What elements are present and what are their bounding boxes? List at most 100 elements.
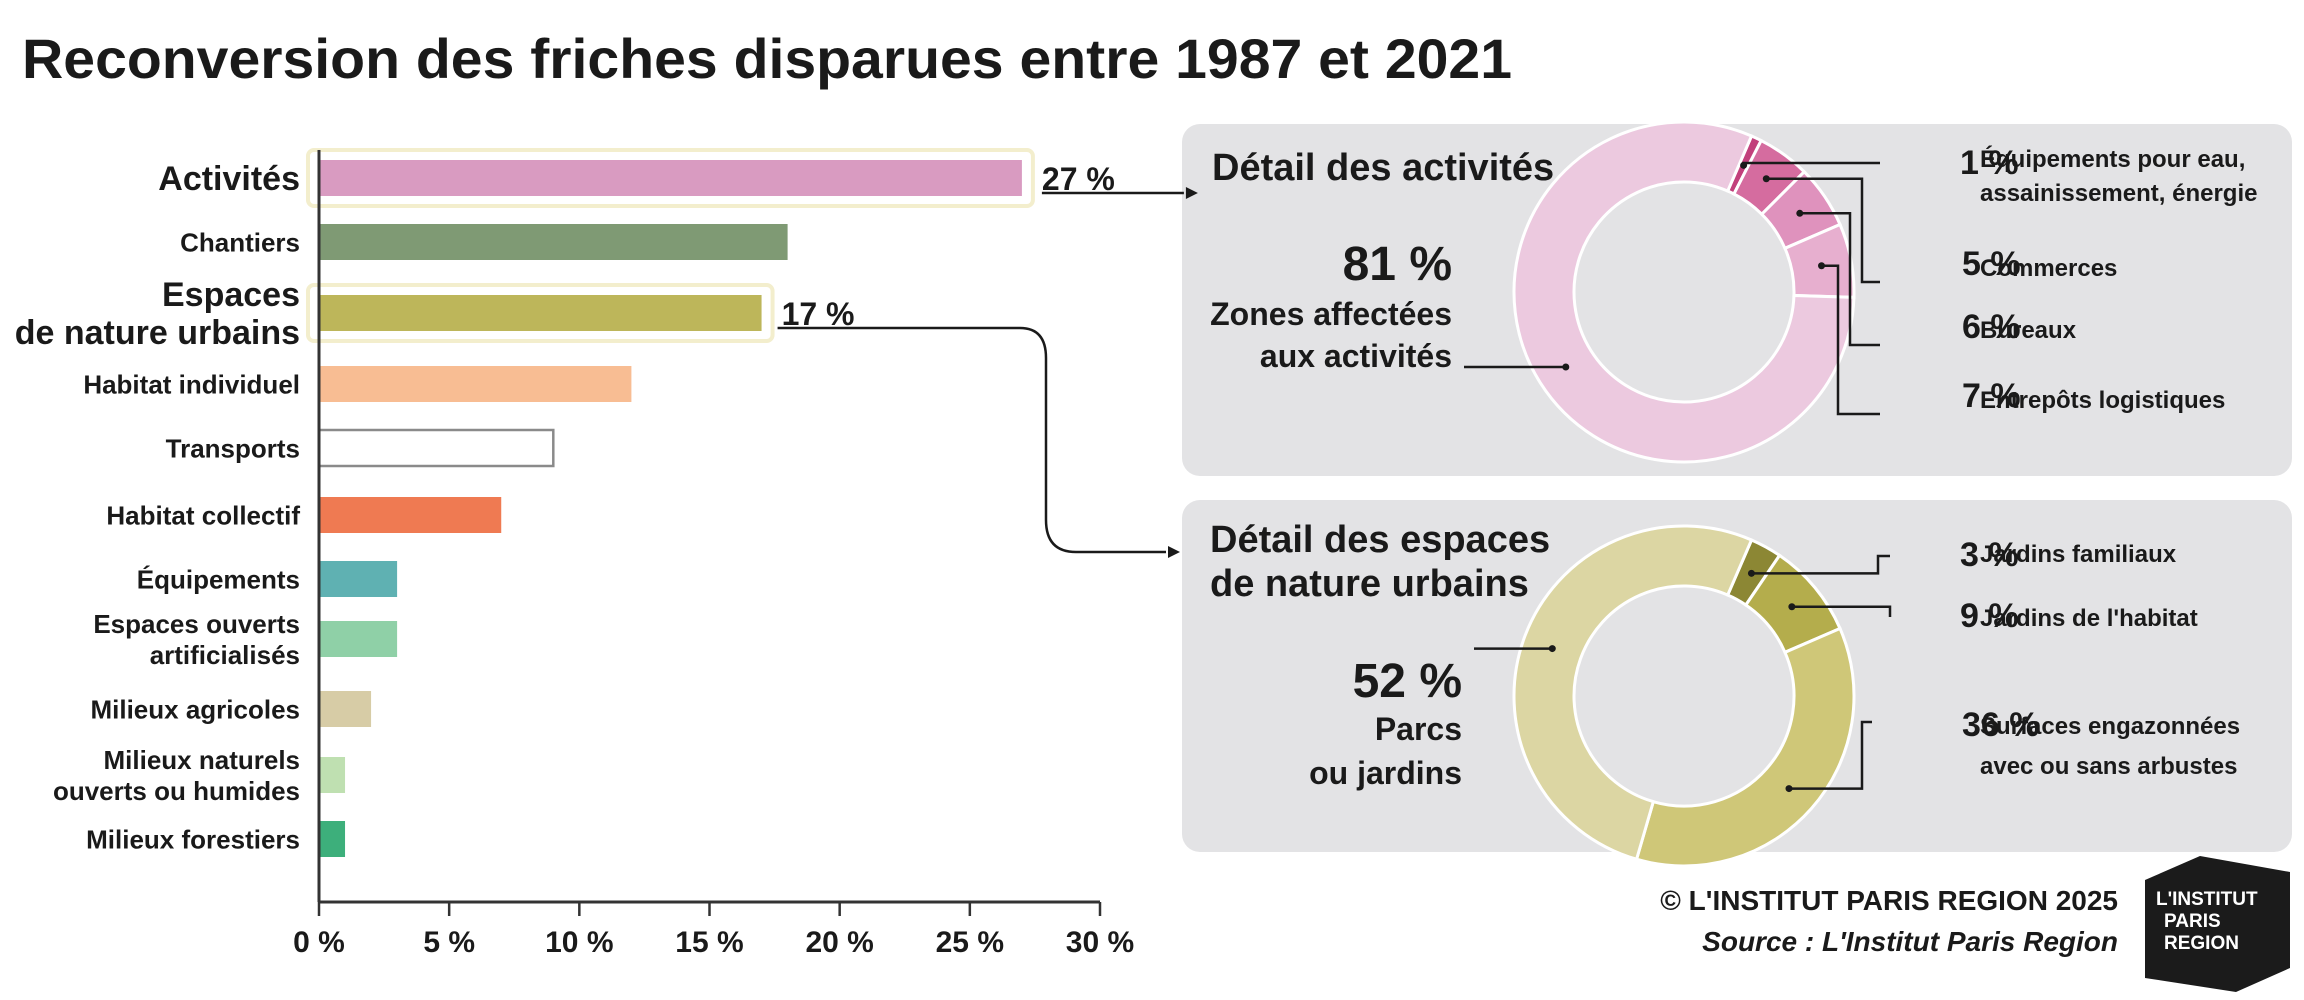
slice-value-jardins-de-l-habitat: 9 % — [1960, 597, 2019, 635]
bar-habitat-collectif — [319, 497, 502, 533]
slice-value-jardins-familiaux: 3 % — [1960, 536, 2019, 574]
category-label-line: Activités — [158, 160, 300, 198]
connector-nature-arrow — [1168, 546, 1180, 558]
slice-label-line: aux activités — [1260, 338, 1452, 374]
bar-milieux-forestiers — [319, 821, 346, 857]
category-label-habitat-individuel: Habitat individuel — [83, 369, 300, 399]
footer: © L'INSTITUT PARIS REGION 2025 Source : … — [1660, 856, 2290, 992]
category-label-line: Milieux forestiers — [86, 824, 300, 854]
copyright-text: © L'INSTITUT PARIS REGION 2025 — [1660, 885, 2118, 916]
slice-label-line: Surfaces engazonnées — [1980, 713, 2240, 740]
bar-espaces-ouverts-artificialises — [319, 621, 398, 657]
bar-espaces-de-nature-urbains — [319, 295, 762, 331]
slice-label-line: Entrepôts logistiques — [1980, 387, 2225, 414]
slice-label-equipements-pour-eau-assainissement-energie: Équipements pour eau, assainissement, éne… — [1980, 145, 2257, 207]
leader-line — [1789, 720, 1872, 790]
leader-line — [1742, 161, 1880, 166]
x-tick-label: 0 % — [293, 926, 345, 959]
connector-nature — [777, 326, 1166, 554]
slice-label-bureaux: Bureaux — [1980, 317, 2077, 344]
bar-transports — [317, 428, 555, 468]
logo-line-1: L'INSTITUT — [2156, 889, 2258, 910]
slice-value-bureaux: 6 % — [1962, 308, 2021, 346]
category-label-line: Équipements — [137, 564, 300, 594]
slice-parcs-ou-jardins — [1512, 524, 1754, 862]
slice-value-zones-affectees-aux-activites: 81 % — [1343, 238, 1452, 291]
x-tick-label: 15 % — [675, 926, 743, 959]
slice-label-line: Zones affectées — [1210, 296, 1452, 332]
bar-equipements — [319, 561, 398, 597]
category-label-transports: Transports — [166, 433, 300, 463]
x-tick-label: 10 % — [545, 926, 613, 959]
x-tick-label: 25 % — [936, 926, 1004, 959]
nature-panel-title: Détail des espaces de nature urbains — [1210, 519, 1561, 605]
bar-chart: Activités 27 % Chantiers Espaces de nature u… — [15, 148, 1134, 959]
activities-detail-panel: Détail des activités 1 %Équipements pour… — [1182, 120, 2292, 476]
connector-lines — [777, 187, 1198, 558]
slice-label-line: avec ou sans arbustes — [1980, 753, 2237, 780]
slice-label-line: Parcs — [1375, 711, 1462, 747]
slice-value-commerces: 5 % — [1962, 245, 2021, 283]
bar-activites — [319, 160, 1022, 196]
category-label-line: ouverts ou humides — [53, 776, 300, 806]
category-label-milieux-naturels-ouverts-ou-humides: Milieux naturels ouverts ou humides — [53, 745, 300, 806]
category-label-habitat-collectif: Habitat collectif — [106, 500, 300, 530]
activities-donut-chart: 1 %Équipements pour eau, assainissement, … — [1210, 120, 2257, 464]
bar-milieux-naturels-ouverts-ou-humides — [319, 757, 346, 793]
leader-line — [1791, 605, 1892, 617]
slice-label-line: Équipements pour eau, — [1980, 145, 2245, 173]
slice-label-zones-affectees-aux-activites: Zones affectées aux activités — [1210, 296, 1452, 374]
logo-shape — [2145, 856, 2290, 992]
slice-label-commerces: Commerces — [1980, 255, 2117, 282]
slice-label-line: Jardins de l'habitat — [1980, 605, 2198, 632]
data-label-activites: 27 % — [1042, 161, 1115, 197]
x-tick-label: 20 % — [805, 926, 873, 959]
activities-panel-background — [1182, 124, 2292, 476]
category-label-activites: Activités — [158, 160, 300, 198]
category-label-line: artificialisés — [150, 640, 300, 670]
logo-line-3: REGION — [2164, 933, 2239, 954]
slice-value-surfaces-engazonnees-avec-ou-sans-arbustes: 36 % — [1962, 706, 2040, 744]
category-label-line: Espaces — [162, 276, 300, 314]
slice-zones-affectees-aux-activites — [1512, 120, 1856, 464]
nature-panel-title-line-2: de nature urbains — [1210, 563, 1529, 605]
nature-donut-chart: 3 %Jardins familiaux 9 %Jardins de l'habi… — [1309, 524, 2240, 868]
leader-line — [1821, 264, 1880, 416]
institut-logo: L'INSTITUT PARIS REGION — [2145, 856, 2290, 992]
leader-line — [1799, 212, 1880, 347]
nature-detail-panel: Détail des espaces de nature urbains 3 %… — [1182, 500, 2292, 868]
nature-panel-title-line-1: Détail des espaces — [1210, 519, 1550, 561]
slice-label-jardins-familiaux: Jardins familiaux — [1980, 541, 2177, 568]
category-label-equipements: Équipements — [137, 564, 300, 594]
slice-label-line: Jardins familiaux — [1980, 541, 2177, 568]
slice-label-parcs-ou-jardins: Parcs ou jardins — [1309, 711, 1462, 791]
category-label-milieux-agricoles: Milieux agricoles — [90, 694, 300, 724]
bar-habitat-individuel — [319, 366, 632, 402]
category-label-line: Milieux naturels — [104, 745, 301, 775]
nature-panel-background — [1182, 500, 2292, 852]
leader-line — [1766, 177, 1880, 284]
category-label-line: Habitat collectif — [106, 500, 300, 530]
category-label-line: Milieux agricoles — [90, 694, 300, 724]
bar-chantiers — [319, 224, 788, 260]
slice-value-entrepots-logistiques: 7 % — [1962, 377, 2021, 415]
category-label-espaces-de-nature-urbains: Espaces de nature urbains — [15, 276, 300, 352]
slice-label-line: assainissement, énergie — [1980, 180, 2257, 207]
slice-label-line: Commerces — [1980, 255, 2117, 282]
category-label-line: de nature urbains — [15, 314, 300, 352]
slice-label-jardins-de-l-habitat: Jardins de l'habitat — [1980, 605, 2198, 632]
x-tick-label: 5 % — [423, 926, 475, 959]
activities-panel-title: Détail des activités — [1212, 147, 1554, 189]
slice-label-entrepots-logistiques: Entrepôts logistiques — [1980, 387, 2225, 414]
slice-value-parcs-ou-jardins: 52 % — [1353, 655, 1462, 708]
source-text: Source : L'Institut Paris Region — [1702, 926, 2118, 957]
slice-value-equipements-pour-eau-assainissement-energie: 1 % — [1960, 144, 2019, 182]
leader-line — [1751, 554, 1890, 575]
data-label-espaces-de-nature-urbains: 17 % — [782, 296, 855, 332]
slice-label-line: ou jardins — [1309, 755, 1462, 791]
bar-milieux-agricoles — [319, 691, 372, 727]
x-tick-label: 30 % — [1066, 926, 1134, 959]
category-label-milieux-forestiers: Milieux forestiers — [86, 824, 300, 854]
slice-label-surfaces-engazonnees-avec-ou-sans-arbustes: Surfaces engazonnées avec ou sans arbuste… — [1980, 713, 2240, 780]
